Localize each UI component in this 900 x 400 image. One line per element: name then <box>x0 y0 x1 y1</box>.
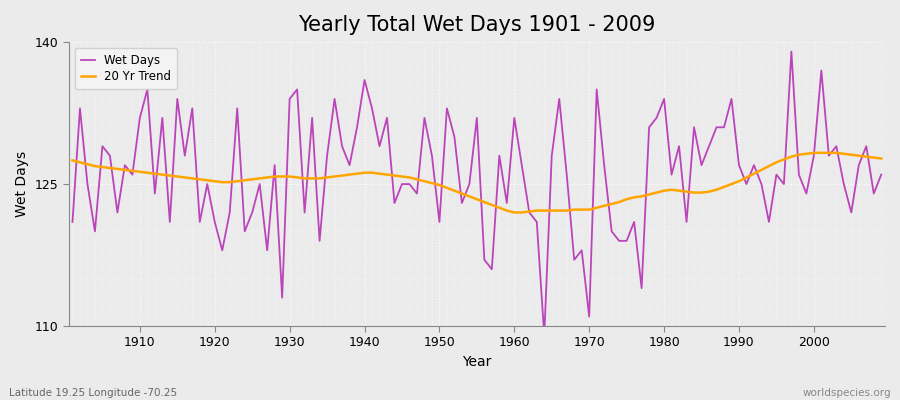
20 Yr Trend <box>337 173 347 178</box>
Legend: Wet Days, 20 Yr Trend: Wet Days, 20 Yr Trend <box>75 48 177 89</box>
20 Yr Trend <box>607 202 617 206</box>
20 Yr Trend <box>292 175 302 180</box>
20 Yr Trend <box>808 150 819 155</box>
20 Yr Trend <box>127 168 138 173</box>
20 Yr Trend <box>501 208 512 213</box>
Wet Days <box>292 87 302 92</box>
X-axis label: Year: Year <box>463 355 491 369</box>
Line: Wet Days: Wet Days <box>73 52 881 336</box>
20 Yr Trend <box>68 158 78 163</box>
Wet Days <box>68 220 78 224</box>
Wet Days <box>539 333 550 338</box>
Y-axis label: Wet Days: Wet Days <box>15 151 29 217</box>
Wet Days <box>607 229 617 234</box>
Wet Days <box>127 172 138 177</box>
Line: 20 Yr Trend: 20 Yr Trend <box>73 153 881 212</box>
Title: Yearly Total Wet Days 1901 - 2009: Yearly Total Wet Days 1901 - 2009 <box>298 15 655 35</box>
20 Yr Trend <box>508 210 519 215</box>
Wet Days <box>501 200 512 205</box>
Wet Days <box>508 116 519 120</box>
Text: worldspecies.org: worldspecies.org <box>803 388 891 398</box>
20 Yr Trend <box>876 156 886 161</box>
20 Yr Trend <box>517 210 527 215</box>
Wet Days <box>337 144 347 149</box>
Text: Latitude 19.25 Longitude -70.25: Latitude 19.25 Longitude -70.25 <box>9 388 177 398</box>
Wet Days <box>876 172 886 177</box>
Wet Days <box>786 49 796 54</box>
